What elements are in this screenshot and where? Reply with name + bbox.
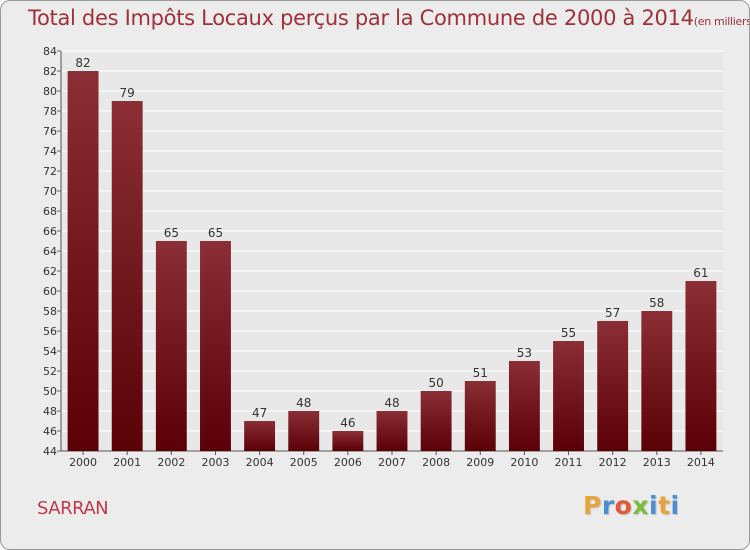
x-tick-label: 2008: [422, 456, 450, 469]
bar-value-label: 58: [649, 296, 664, 310]
y-tick-label: 68: [43, 205, 57, 218]
y-tick-label: 80: [43, 85, 57, 98]
bar: [111, 101, 143, 451]
logo-letter: i: [649, 491, 659, 520]
bar: [67, 71, 99, 451]
logo-letter: x: [632, 491, 649, 520]
bar-value-label: 53: [517, 346, 532, 360]
x-tick-label: 2005: [290, 456, 318, 469]
bar: [155, 241, 187, 451]
bar: [288, 411, 320, 451]
y-tick-label: 48: [43, 405, 57, 418]
x-tick-label: 2009: [466, 456, 494, 469]
y-tick-label: 54: [43, 345, 57, 358]
y-tick-label: 60: [43, 285, 57, 298]
y-tick-label: 70: [43, 185, 57, 198]
bar: [420, 391, 452, 451]
y-tick-label: 66: [43, 225, 57, 238]
y-tick-label: 58: [43, 305, 57, 318]
bar-value-label: 57: [605, 306, 620, 320]
bar-value-label: 79: [120, 86, 135, 100]
bar: [597, 321, 629, 451]
y-tick-label: 72: [43, 165, 57, 178]
bar-value-label: 48: [384, 396, 399, 410]
bar-value-label: 51: [473, 366, 488, 380]
bar-value-label: 50: [428, 376, 443, 390]
x-tick-label: 2001: [113, 456, 141, 469]
bar: [200, 241, 231, 451]
logo-letter: o: [614, 491, 633, 520]
chart-unit: (en milliers d'€): [693, 15, 750, 28]
y-tick-label: 56: [43, 325, 57, 338]
bar-value-label: 65: [208, 226, 223, 240]
bar-value-label: 82: [75, 56, 90, 70]
logo-letter: r: [601, 491, 615, 520]
x-tick-label: 2003: [201, 456, 229, 469]
logo-letter: P: [583, 491, 602, 520]
y-tick-label: 82: [43, 65, 57, 78]
bar: [508, 361, 540, 451]
bar-value-label: 61: [693, 266, 708, 280]
y-tick-label: 84: [43, 45, 57, 58]
y-tick-label: 52: [43, 365, 57, 378]
bar-value-label: 48: [296, 396, 311, 410]
y-tick-label: 44: [43, 445, 57, 458]
bar-value-label: 46: [340, 416, 355, 430]
x-tick-label: 2002: [157, 456, 185, 469]
bar: [376, 411, 408, 451]
x-tick-label: 2004: [246, 456, 274, 469]
logo-letter: i: [670, 491, 680, 520]
x-tick-label: 2011: [555, 456, 583, 469]
bar: [553, 341, 584, 451]
bar-value-label: 65: [164, 226, 179, 240]
proxiti-logo[interactable]: Proxiti: [583, 491, 680, 520]
chart-title-text: Total des Impôts Locaux perçus par la Co…: [28, 6, 694, 30]
bar-value-label: 47: [252, 406, 267, 420]
x-tick-label: 2013: [643, 456, 671, 469]
y-tick-label: 50: [43, 385, 57, 398]
chart-title: Total des Impôts Locaux perçus par la Co…: [28, 6, 750, 30]
y-tick-label: 74: [43, 145, 57, 158]
y-tick-label: 64: [43, 245, 57, 258]
logo-letter: t: [658, 491, 671, 520]
x-tick-label: 2010: [510, 456, 538, 469]
bar: [641, 311, 673, 451]
x-tick-label: 2006: [334, 456, 362, 469]
bar: [685, 281, 717, 451]
x-tick-label: 2014: [687, 456, 715, 469]
bar: [464, 381, 496, 451]
bar-value-label: 55: [561, 326, 576, 340]
y-tick-label: 62: [43, 265, 57, 278]
commune-name: SARRAN: [37, 498, 109, 519]
x-tick-label: 2000: [69, 456, 97, 469]
bar: [332, 431, 364, 451]
y-tick-label: 76: [43, 125, 57, 138]
bar: [244, 421, 276, 451]
x-tick-label: 2012: [599, 456, 627, 469]
x-tick-label: 2007: [378, 456, 406, 469]
y-tick-label: 78: [43, 105, 57, 118]
y-tick-label: 46: [43, 425, 57, 438]
